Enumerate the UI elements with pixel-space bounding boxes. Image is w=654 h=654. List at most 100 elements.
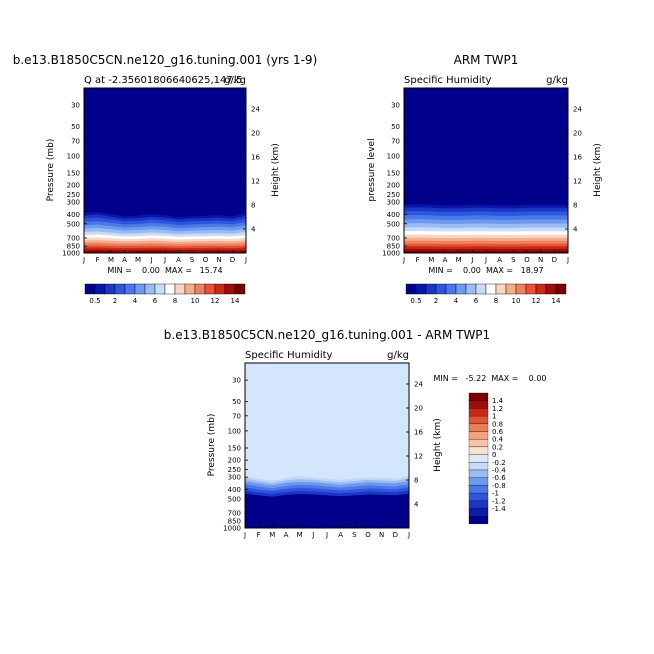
colorbar-label: 14 [552,297,561,305]
x-tick-label: O [524,256,530,264]
panel-c-colorbar: 1.41.210.80.60.40.20-0.2-0.4-0.6-0.8-1-1… [468,392,506,525]
colorbar-label: 12 [211,297,220,305]
colorbar-label: 10 [512,297,521,305]
y-tick-label: 1000 [62,250,80,258]
colorbar-swatch [468,415,489,424]
y-tick-label: 850 [387,243,400,251]
x-tick-label: J [325,531,328,539]
colorbar-label: 1 [492,413,496,421]
colorbar-swatch [224,283,236,295]
colorbar-swatch [555,283,567,295]
y-tick-label: 150 [67,169,80,177]
y-tick-label: 200 [228,457,241,465]
panel-c-subtitle: Specific Humidity [245,350,333,361]
x-tick-label: A [176,256,181,264]
y-tick-label: 30 [71,102,80,110]
panel-b-ylabel: pressure level [367,138,377,201]
panel-b-colorbar: 0.5 2 4 6 8 10 12 14 [405,283,567,305]
x-tick-label: D [393,531,398,539]
colorbar-swatch [468,477,489,486]
y-tick-label: 400 [228,486,241,494]
colorbar-swatch [184,283,196,295]
x-tick-label: N [538,256,543,264]
panel-c-ylabel: Pressure (mb) [207,414,217,477]
panel-c-ylabel-right: Height (km) [433,418,443,472]
colorbar-label: 1.2 [492,405,503,413]
y-tick-label: 700 [67,234,80,242]
y2-tick-label: 12 [573,178,582,186]
colorbar-label: 6 [153,297,158,305]
colorbar-swatch [84,283,96,295]
y-tick-label: 300 [67,199,80,207]
colorbar-swatch [475,283,487,295]
colorbar-swatch [405,283,417,295]
y-tick-label: 50 [71,123,80,131]
panel-b-ylabel-right: Height (km) [593,143,603,197]
x-tick-label: O [203,256,209,264]
colorbar-swatch [154,283,166,295]
colorbar-swatch [468,492,489,501]
y-tick-label: 70 [391,137,400,145]
y2-tick-label: 8 [573,202,577,210]
x-tick-label: N [216,256,221,264]
colorbar-swatch [104,283,116,295]
colorbar-label: 4 [133,297,138,305]
colorbar-swatch [468,408,489,417]
x-tick-label: J [566,256,569,264]
y-tick-label: 30 [391,102,400,110]
colorbar-label: 10 [191,297,200,305]
colorbar-label: 4 [454,297,459,305]
y-tick-label: 1000 [223,525,241,533]
y2-tick-label: 16 [573,154,582,162]
y-tick-label: 100 [387,152,400,160]
colorbar-label: 14 [231,297,240,305]
contour-band-6 [245,493,409,528]
colorbar-swatch [468,469,489,478]
colorbar-swatch [204,283,216,295]
colorbar-swatch [94,283,106,295]
colorbar-swatch [124,283,136,295]
panel-b-subtitle: Specific Humidity [404,75,492,86]
colorbar-swatch [468,392,489,401]
y2-tick-label: 8 [414,477,418,485]
colorbar-label: -0.6 [492,474,506,482]
colorbar-label: 12 [532,297,541,305]
y-tick-label: 200 [67,182,80,190]
x-tick-label: M [428,256,434,264]
colorbar-swatch [164,283,176,295]
x-tick-label: J [243,531,246,539]
y-tick-label: 30 [232,377,241,385]
x-tick-label: A [497,256,502,264]
x-tick-label: F [416,256,420,264]
y-tick-label: 50 [232,398,241,406]
y2-tick-label: 20 [251,130,260,138]
x-tick-label: S [511,256,516,264]
y-tick-label: 400 [67,211,80,219]
colorbar-swatch [134,283,146,295]
colorbar-swatch [174,283,186,295]
colorbar-swatch [468,454,489,463]
y-tick-label: 1000 [382,250,400,258]
x-tick-label: A [284,531,289,539]
x-tick-label: M [108,256,114,264]
x-tick-label: D [552,256,557,264]
colorbar-swatch [468,516,489,525]
panel-a-units: g/kg [224,75,246,86]
y-tick-label: 250 [67,191,80,199]
panel-c-plot [245,363,409,528]
x-tick-label: J [82,256,85,264]
colorbar-label: -0.2 [492,459,506,467]
y-tick-label: 300 [228,474,241,482]
y2-tick-label: 24 [251,106,260,114]
panel-a-stats: MIN = 0.00 MAX = 15.74 [107,266,222,275]
panel-a-plot [84,88,246,253]
colorbar-swatch [468,400,489,409]
colorbar-swatch [495,283,507,295]
colorbar-swatch [468,446,489,455]
panel-a-ylabel-right: Height (km) [271,143,281,197]
colorbar-swatch [485,283,497,295]
panel-b-stats: MIN = 0.00 MAX = 18.97 [428,266,543,275]
y-tick-label: 100 [228,427,241,435]
colorbar-swatch [455,283,467,295]
